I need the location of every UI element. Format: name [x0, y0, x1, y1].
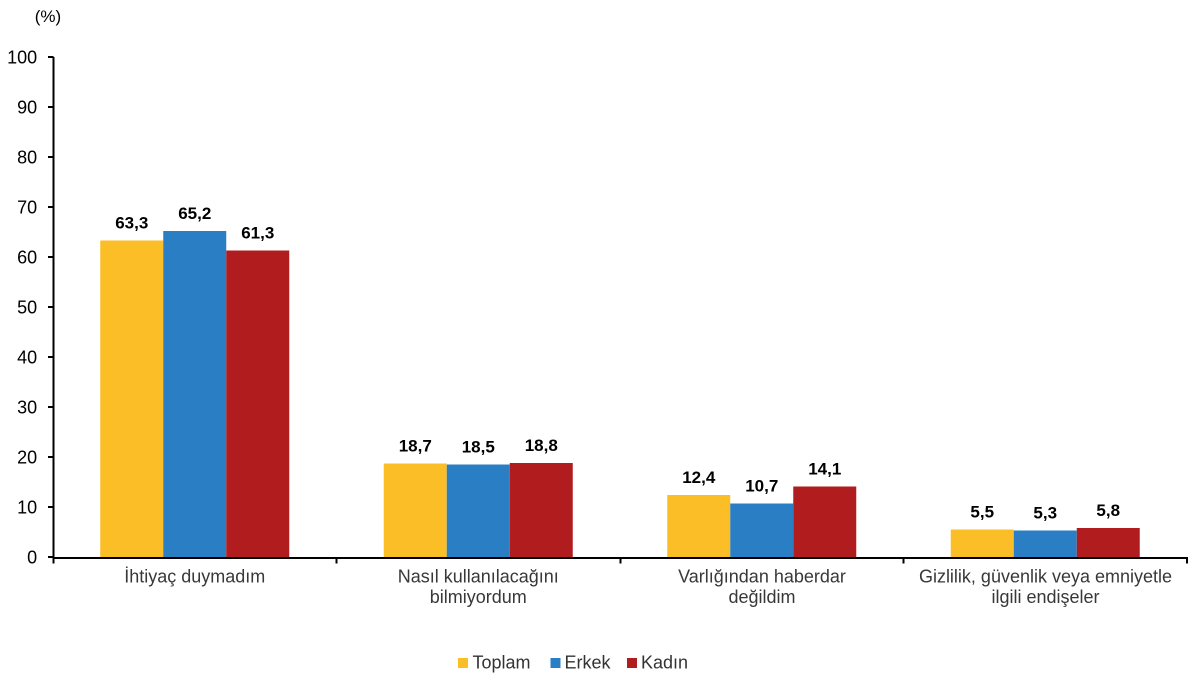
svg-text:20: 20	[17, 448, 37, 468]
svg-text:Kadın: Kadın	[641, 653, 688, 673]
svg-text:Erkek: Erkek	[565, 653, 612, 673]
svg-text:(%): (%)	[35, 7, 61, 26]
svg-text:18,8: 18,8	[525, 436, 558, 455]
svg-text:5,5: 5,5	[970, 503, 994, 522]
svg-text:50: 50	[17, 298, 37, 318]
svg-text:18,7: 18,7	[399, 437, 432, 456]
svg-text:Nasıl kullanılacağını: Nasıl kullanılacağını	[398, 567, 559, 587]
svg-text:Toplam: Toplam	[473, 653, 531, 673]
svg-text:60: 60	[17, 248, 37, 268]
svg-text:10: 10	[17, 498, 37, 518]
svg-text:10,7: 10,7	[745, 477, 778, 496]
svg-text:63,3: 63,3	[115, 214, 148, 233]
svg-text:bilmiyordum: bilmiyordum	[430, 587, 527, 607]
svg-text:70: 70	[17, 198, 37, 218]
svg-text:30: 30	[17, 398, 37, 418]
svg-text:12,4: 12,4	[682, 468, 716, 487]
svg-text:100: 100	[7, 48, 37, 68]
svg-text:Varlığından haberdar: Varlığından haberdar	[678, 567, 846, 587]
svg-text:İhtiyaç duymadım: İhtiyaç duymadım	[124, 567, 265, 587]
svg-text:40: 40	[17, 348, 37, 368]
svg-text:ilgili endişeler: ilgili endişeler	[991, 587, 1099, 607]
svg-text:0: 0	[27, 548, 37, 568]
svg-text:18,5: 18,5	[462, 438, 495, 457]
svg-text:65,2: 65,2	[178, 204, 211, 223]
svg-text:14,1: 14,1	[808, 460, 841, 479]
svg-text:61,3: 61,3	[241, 224, 274, 243]
svg-text:değildim: değildim	[728, 587, 795, 607]
svg-text:80: 80	[17, 148, 37, 168]
svg-text:5,8: 5,8	[1096, 501, 1120, 520]
svg-text:5,3: 5,3	[1033, 504, 1057, 523]
svg-text:90: 90	[17, 98, 37, 118]
svg-text:Gizlilik, güvenlik veya emniye: Gizlilik, güvenlik veya emniyetle	[919, 567, 1172, 587]
